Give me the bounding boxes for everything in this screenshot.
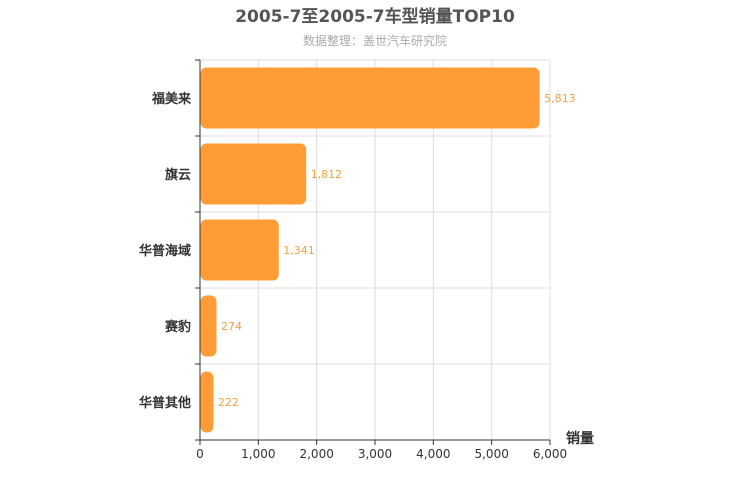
y-tick-label: 华普其他 [139,395,191,411]
x-tick-label: 5,000 [474,447,508,461]
x-tick-label: 6,000 [533,447,567,461]
bar[interactable] [200,67,540,129]
bar-value-label: 1,812 [311,168,343,181]
y-tick-label: 赛豹 [164,319,191,335]
chart-subtitle: 数据整理：盖世汽车研究院 [303,33,447,48]
bar-value-label: 1,341 [283,244,315,257]
bar[interactable] [200,143,307,205]
bar[interactable] [200,295,217,357]
bar[interactable] [200,219,279,281]
x-tick-label: 0 [196,447,204,461]
x-tick-label: 3,000 [358,447,392,461]
bar-value-label: 222 [218,396,239,409]
x-tick-label: 4,000 [416,447,450,461]
y-tick-label: 华普海域 [139,243,191,259]
bar-value-label: 274 [221,320,242,333]
y-tick-label: 旗云 [165,167,191,183]
x-tick-label: 1,000 [241,447,275,461]
labels: 5,813 福美来 1,812 旗云 1,341 华普海域 274 赛豹 222 华普其他 0 1,0… [139,91,576,461]
chart-title: 2005-7至2005-7车型销量TOP10 [235,6,515,27]
x-axis-label: 销量 [566,430,594,447]
bar[interactable] [200,371,214,433]
axes [195,59,551,445]
x-tick-label: 2,000 [299,447,333,461]
bars [200,67,540,433]
bar-value-label: 5,813 [544,92,576,105]
y-tick-label: 福美来 [151,91,192,107]
